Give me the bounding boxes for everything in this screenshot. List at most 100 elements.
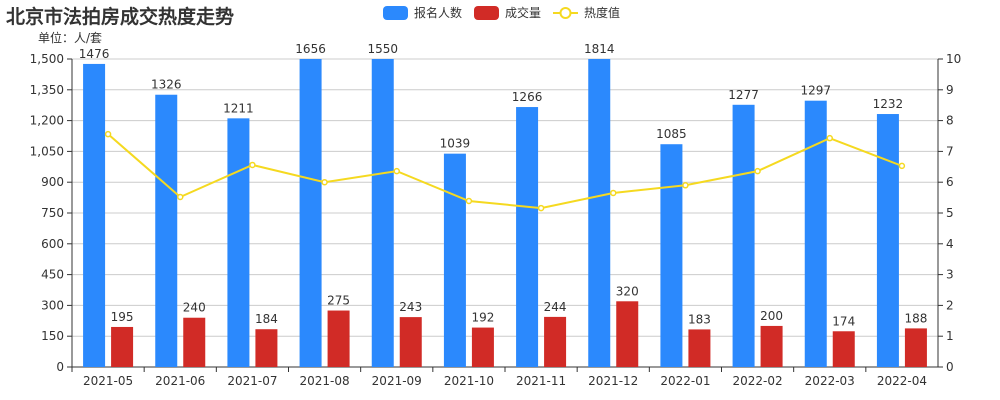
bar-value-label: 1266 [512, 90, 543, 104]
y-left-tick-label: 450 [41, 268, 64, 282]
heat-point [754, 167, 761, 175]
y-left-tick-label: 1,050 [30, 144, 64, 158]
heat-point [393, 167, 400, 175]
y-left-tick-label: 1,350 [30, 83, 64, 97]
bar-transactions [616, 301, 639, 367]
chart-title: 北京市法拍房成交热度走势 [6, 6, 235, 28]
bar-value-label: 183 [688, 312, 711, 326]
bar-value-label: 1656 [295, 42, 326, 56]
bar-value-label: 174 [832, 314, 855, 328]
x-tick-label: 2021-09 [372, 374, 422, 388]
bar-registrations [732, 104, 755, 367]
y-right-tick-label: 9 [946, 83, 954, 97]
heat-point [321, 178, 328, 186]
heat-point [249, 161, 256, 169]
y-left-tick-label: 1,500 [30, 52, 64, 66]
bar-transactions [255, 329, 278, 367]
bar-registrations [588, 59, 611, 367]
bar-registrations [371, 59, 394, 367]
legend-item-heat[interactable]: 热度值 [553, 4, 620, 21]
heat-line [107, 133, 903, 210]
legend: 报名人数 成交量 热度值 [383, 4, 632, 21]
legend-swatch-registrations [383, 5, 408, 20]
bar-value-label: 188 [904, 311, 927, 325]
heat-point [898, 162, 906, 170]
x-tick-label: 2022-01 [660, 374, 710, 388]
y-right-tick-label: 0 [946, 360, 954, 374]
bar-value-label: 1232 [873, 97, 904, 111]
bar-transactions [832, 331, 855, 367]
y-left-tick-label: 750 [41, 206, 64, 220]
x-tick-label: 2021-11 [516, 374, 566, 388]
y-left-tick-label: 600 [41, 237, 64, 251]
bar-transactions [544, 316, 567, 367]
x-tick-label: 2021-06 [155, 374, 205, 388]
bar-value-label: 200 [760, 309, 783, 323]
bar-value-label: 184 [255, 312, 278, 326]
y-right-tick-label: 8 [946, 114, 954, 128]
y-right-tick-label: 1 [946, 329, 954, 343]
bar-registrations [804, 100, 827, 367]
bar-transactions [688, 329, 711, 367]
y-right-tick-label: 2 [946, 298, 954, 312]
bar-value-label: 1211 [223, 101, 254, 115]
x-tick-label: 2022-02 [733, 374, 783, 388]
bar-registrations [516, 107, 539, 367]
bar-registrations [443, 153, 466, 367]
y-right-tick-label: 10 [946, 52, 961, 66]
bar-transactions [111, 326, 134, 367]
bar-value-label: 1085 [656, 127, 687, 141]
bar-value-label: 195 [111, 310, 134, 324]
y-right-tick-label: 7 [946, 144, 954, 158]
legend-item-registrations[interactable]: 报名人数 [383, 4, 462, 21]
unit-label: 单位：人/套 [38, 31, 103, 45]
bar-transactions [399, 317, 422, 367]
y-left-tick-label: 900 [41, 175, 64, 189]
bar-value-label: 1550 [367, 42, 398, 56]
y-right-tick-label: 5 [946, 206, 954, 220]
x-tick-label: 2021-10 [444, 374, 494, 388]
y-left-tick-label: 1,200 [30, 114, 64, 128]
bar-registrations [83, 63, 106, 367]
bar-value-label: 1476 [79, 47, 110, 61]
bar-value-label: 1326 [151, 78, 182, 92]
bar-transactions [471, 327, 494, 367]
legend-label-transactions: 成交量 [505, 6, 542, 20]
bar-transactions [183, 317, 206, 367]
bar-transactions [760, 325, 783, 367]
x-tick-label: 2021-07 [227, 374, 277, 388]
x-tick-label: 2021-12 [588, 374, 638, 388]
heat-point [104, 130, 112, 138]
x-tick-label: 2021-05 [83, 374, 133, 388]
legend-item-transactions[interactable]: 成交量 [474, 4, 541, 21]
y-right-tick-label: 3 [946, 268, 954, 282]
y-right-tick-label: 4 [946, 237, 954, 251]
legend-label-registrations: 报名人数 [414, 6, 463, 20]
bar-value-label: 1039 [440, 137, 471, 151]
y-right-tick-label: 6 [946, 175, 954, 189]
bar-transactions [327, 310, 350, 367]
bar-transactions [904, 328, 927, 367]
bar-registrations [227, 118, 250, 367]
x-tick-label: 2021-08 [300, 374, 350, 388]
bar-value-label: 243 [399, 300, 422, 314]
heat-point [465, 197, 473, 205]
bar-value-label: 275 [327, 294, 350, 308]
x-tick-label: 2022-04 [877, 374, 927, 388]
heat-point [610, 189, 617, 197]
bar-registrations [299, 59, 322, 367]
y-left-tick-label: 0 [56, 360, 64, 374]
legend-swatch-transactions [474, 5, 500, 20]
heat-point [682, 182, 689, 189]
bar-value-label: 192 [471, 311, 494, 325]
bar-registrations [660, 144, 683, 367]
heat-point [537, 204, 545, 212]
heat-point [177, 193, 184, 201]
legend-line-circle-icon [553, 6, 579, 20]
heat-point [826, 134, 833, 142]
bar-value-label: 1277 [728, 88, 759, 102]
bar-value-label: 320 [616, 284, 639, 298]
bar-value-label: 244 [544, 300, 567, 314]
bar-value-label: 240 [183, 301, 206, 315]
